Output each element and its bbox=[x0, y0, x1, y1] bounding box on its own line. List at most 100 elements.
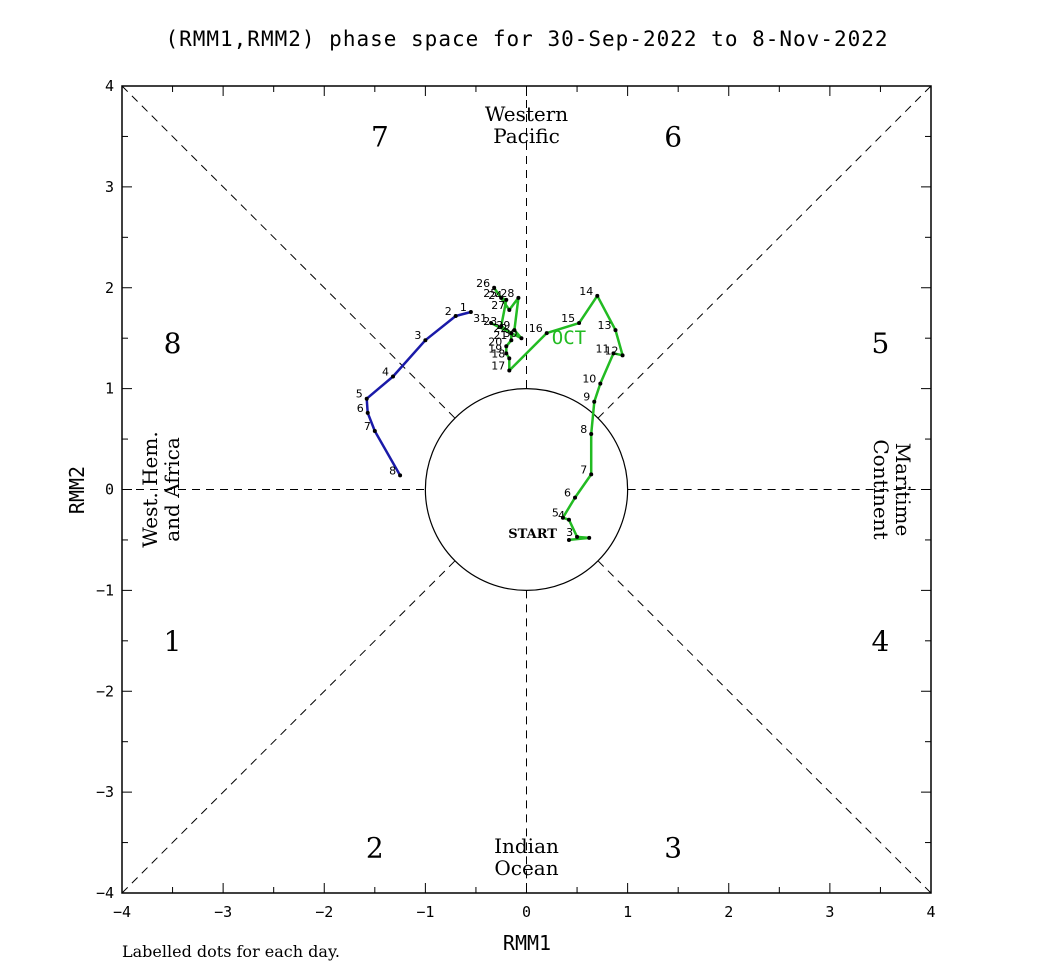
y-tick-label: 3 bbox=[105, 178, 114, 196]
data-point bbox=[468, 309, 473, 314]
data-point bbox=[587, 535, 592, 540]
day-label: 8 bbox=[389, 464, 396, 477]
day-label: 12 bbox=[605, 344, 619, 357]
data-point bbox=[504, 297, 509, 302]
day-label: 26 bbox=[476, 277, 490, 290]
diagonal-line bbox=[597, 560, 932, 894]
region-label-right: Continent bbox=[869, 439, 893, 539]
phase-label: 7 bbox=[371, 120, 389, 153]
day-label: 5 bbox=[552, 507, 559, 520]
data-point bbox=[519, 336, 524, 341]
data-point bbox=[544, 331, 549, 336]
region-label-bottom: Indian bbox=[494, 834, 559, 858]
x-tick-label: 2 bbox=[724, 903, 733, 921]
x-tick-label: 3 bbox=[825, 903, 834, 921]
day-label: 8 bbox=[580, 423, 587, 436]
phase-label: 2 bbox=[366, 832, 384, 865]
data-point bbox=[598, 381, 603, 386]
data-point bbox=[504, 344, 509, 349]
y-tick-label: 0 bbox=[105, 481, 114, 499]
data-point bbox=[453, 313, 458, 318]
data-point bbox=[566, 537, 571, 542]
phase-label: 1 bbox=[164, 625, 182, 658]
day-label: 13 bbox=[597, 319, 611, 332]
x-axis-label: RMM1 bbox=[503, 931, 551, 955]
x-tick-label: 1 bbox=[623, 903, 632, 921]
data-point bbox=[499, 295, 504, 300]
x-tick-label: 4 bbox=[926, 903, 935, 921]
day-label: 3 bbox=[566, 526, 573, 539]
day-label: 17 bbox=[491, 359, 505, 372]
day-label: 4 bbox=[558, 509, 565, 522]
data-point bbox=[577, 321, 582, 326]
y-tick-label: 1 bbox=[105, 380, 114, 398]
day-label: 4 bbox=[382, 366, 389, 379]
data-point bbox=[595, 293, 600, 298]
region-label-left: West. Hem. bbox=[138, 431, 162, 547]
y-tick-label: −3 bbox=[96, 783, 114, 801]
data-point bbox=[423, 338, 428, 343]
series-line bbox=[365, 310, 472, 477]
region-label-left: and Africa bbox=[160, 437, 184, 542]
region-label-top: Pacific bbox=[493, 124, 560, 148]
day-label: 29 bbox=[496, 319, 510, 332]
day-label: 22 bbox=[493, 322, 507, 335]
day-label: 7 bbox=[580, 463, 587, 476]
data-point bbox=[507, 356, 512, 361]
y-tick-label: −2 bbox=[96, 682, 114, 700]
unit-circle bbox=[424, 388, 629, 591]
x-tick-label: −2 bbox=[315, 903, 333, 921]
day-label: 3 bbox=[414, 329, 421, 342]
day-label: 14 bbox=[579, 285, 593, 298]
phase-label: 6 bbox=[664, 120, 682, 153]
data-point bbox=[504, 351, 509, 356]
phase-label: 5 bbox=[872, 327, 890, 360]
month-label: OCT bbox=[552, 327, 586, 349]
start-label: START bbox=[508, 527, 557, 542]
day-label: 10 bbox=[582, 373, 596, 386]
y-tick-label: −1 bbox=[96, 581, 114, 599]
data-point bbox=[613, 328, 618, 333]
day-label: 6 bbox=[564, 487, 571, 500]
day-label: 28 bbox=[500, 287, 514, 300]
data-point bbox=[611, 351, 616, 356]
day-label: 5 bbox=[356, 388, 363, 401]
phase-label: 4 bbox=[872, 625, 890, 658]
x-tick-label: 0 bbox=[522, 903, 531, 921]
data-point bbox=[620, 353, 625, 358]
diagonal-line bbox=[121, 560, 456, 894]
day-label: 16 bbox=[529, 322, 543, 335]
data-point bbox=[575, 534, 580, 539]
day-label: 18 bbox=[491, 347, 505, 360]
region-label-bottom: Ocean bbox=[494, 856, 558, 880]
data-point bbox=[492, 285, 497, 290]
data-point bbox=[507, 368, 512, 373]
data-point bbox=[509, 338, 514, 343]
day-label: 15 bbox=[561, 312, 575, 325]
data-point bbox=[365, 410, 370, 415]
day-label: 11 bbox=[595, 342, 609, 355]
diagonal-line bbox=[597, 85, 932, 419]
x-tick-label: −3 bbox=[214, 903, 232, 921]
data-point bbox=[364, 396, 369, 401]
day-label: 25 bbox=[483, 287, 497, 300]
data-point bbox=[560, 515, 565, 520]
x-tick-label: −1 bbox=[416, 903, 434, 921]
day-label: 24 bbox=[488, 289, 502, 302]
data-point bbox=[398, 473, 403, 478]
day-label: 19 bbox=[488, 342, 502, 355]
region-label-right: Maritime bbox=[891, 443, 915, 537]
data-point bbox=[516, 295, 521, 300]
data-point bbox=[391, 374, 396, 379]
day-label: 21 bbox=[493, 329, 507, 342]
region-label-top: Western bbox=[485, 102, 568, 126]
phase-label: 3 bbox=[664, 832, 682, 865]
diagonal-line bbox=[121, 85, 456, 419]
data-point bbox=[592, 399, 597, 404]
day-label: 27 bbox=[491, 299, 505, 312]
data-point bbox=[509, 331, 514, 336]
day-label: 7 bbox=[364, 420, 371, 433]
data-point bbox=[489, 321, 494, 326]
y-tick-label: 4 bbox=[105, 77, 114, 95]
